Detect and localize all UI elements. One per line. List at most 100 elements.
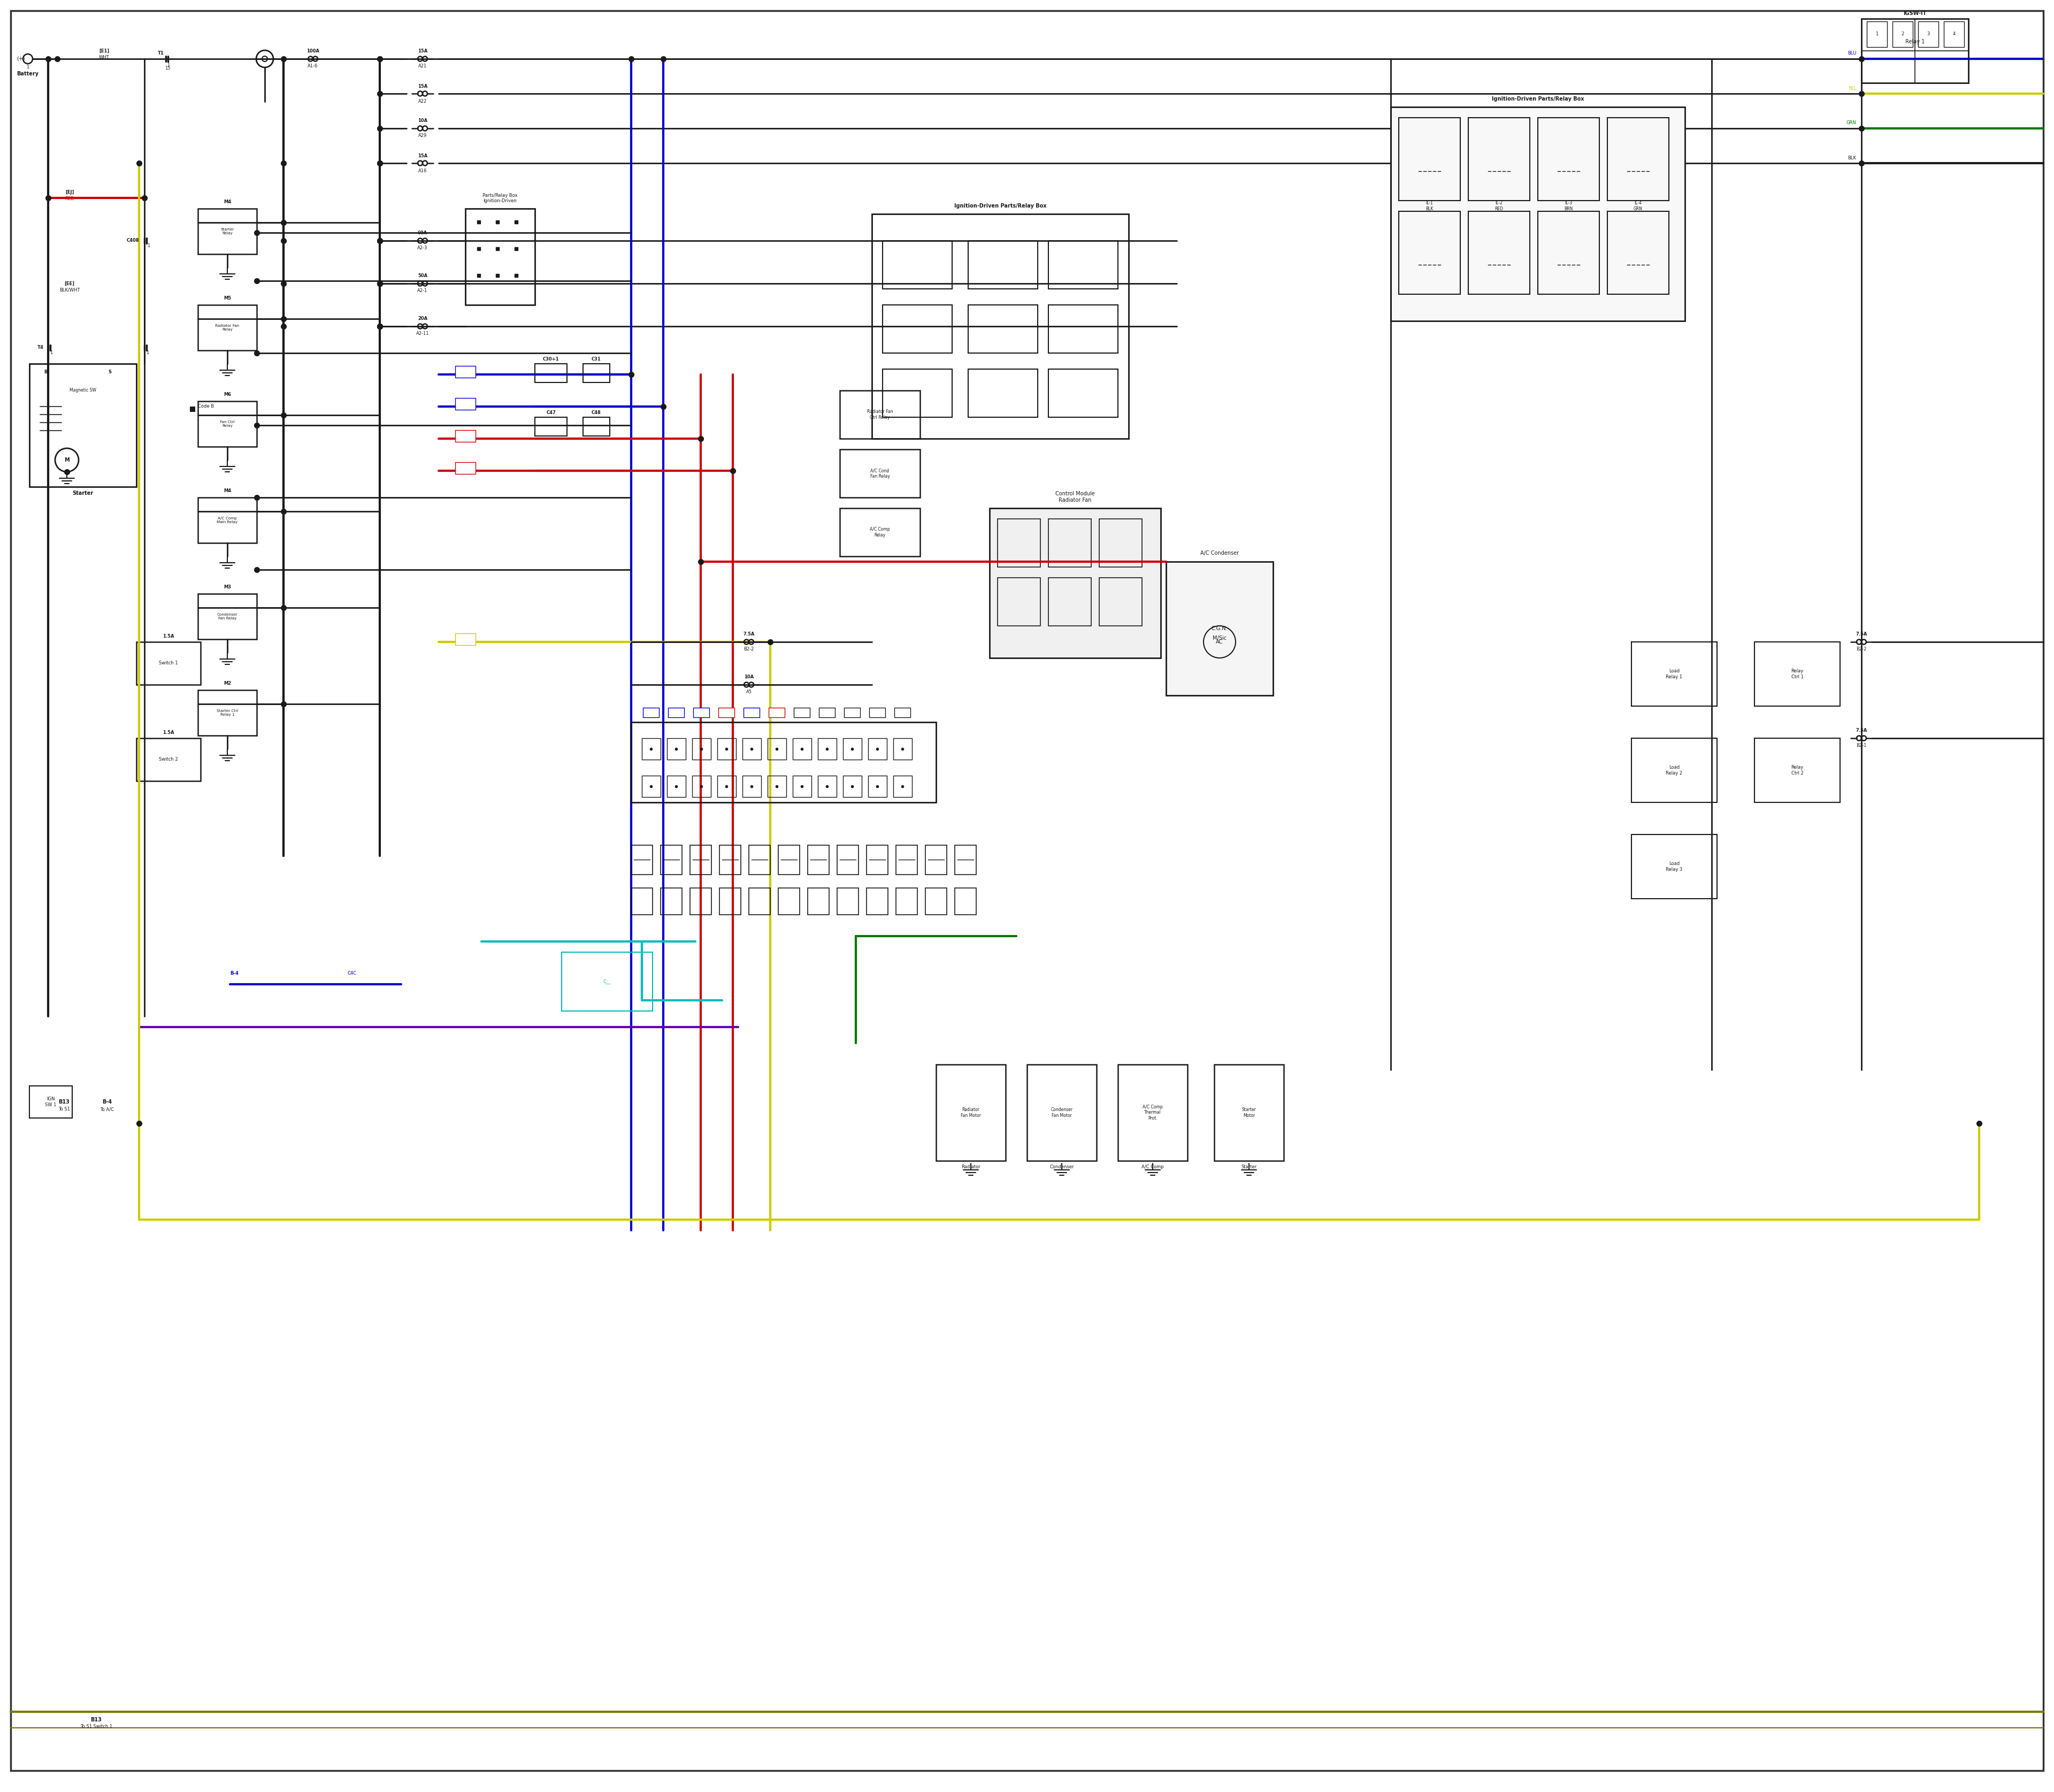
Text: 1: 1	[27, 65, 29, 70]
Bar	[893, 738, 912, 760]
Text: (+): (+)	[16, 56, 25, 61]
Text: C30+1: C30+1	[542, 357, 559, 362]
Bar	[1892, 22, 1912, 47]
Text: C31: C31	[592, 357, 602, 362]
Text: Load
Relay 3: Load Relay 3	[1666, 862, 1682, 871]
Bar	[719, 708, 735, 717]
Bar	[867, 889, 887, 914]
Text: B13: B13	[90, 1717, 103, 1722]
Text: A1-6: A1-6	[308, 65, 318, 68]
Bar	[869, 738, 887, 760]
Bar	[1399, 211, 1460, 294]
Text: IL-2
RED: IL-2 RED	[1495, 201, 1504, 211]
Text: WHT: WHT	[99, 56, 109, 59]
Text: A2-11: A2-11	[417, 332, 429, 337]
Text: M2: M2	[224, 681, 232, 686]
Bar	[793, 708, 809, 717]
Text: 1: 1	[166, 63, 170, 68]
Bar	[871, 213, 1128, 439]
Text: [E1]: [E1]	[99, 48, 109, 54]
Text: 4: 4	[1953, 32, 1955, 36]
Text: 7.5A: 7.5A	[1855, 633, 1867, 636]
Text: YEL: YEL	[1849, 86, 1857, 91]
Bar	[719, 889, 741, 914]
Text: C47: C47	[546, 410, 557, 414]
Text: A/C Comp
Relay: A/C Comp Relay	[869, 527, 889, 538]
Bar	[456, 366, 477, 378]
Text: T1: T1	[158, 50, 164, 56]
Bar	[29, 364, 136, 487]
Text: Radiator: Radiator	[961, 1165, 980, 1170]
Bar	[840, 509, 920, 556]
Bar	[136, 642, 201, 685]
Text: B4: B4	[900, 710, 906, 715]
Text: Starter Ctrl
Relay 1: Starter Ctrl Relay 1	[216, 710, 238, 717]
Text: B4: B4	[723, 710, 729, 715]
Bar	[817, 776, 836, 797]
Bar	[838, 846, 859, 874]
Bar	[768, 738, 787, 760]
Bar	[869, 776, 887, 797]
Text: Fan Ctrl
Relay: Fan Ctrl Relay	[220, 421, 234, 428]
Bar	[896, 889, 918, 914]
Text: 10A: 10A	[417, 118, 427, 124]
Text: IGN
SW 1: IGN SW 1	[45, 1097, 58, 1107]
Bar	[869, 708, 885, 717]
Bar	[1754, 738, 1840, 803]
Bar	[750, 846, 770, 874]
Text: B4: B4	[850, 710, 854, 715]
Text: S: S	[109, 369, 111, 375]
Text: 1: 1	[1875, 32, 1877, 36]
Bar	[631, 846, 653, 874]
Text: 7.5A: 7.5A	[1855, 728, 1867, 733]
Bar	[189, 407, 195, 412]
Text: RED: RED	[66, 197, 74, 201]
Text: 2: 2	[1902, 32, 1904, 36]
Bar	[1631, 642, 1717, 706]
Bar	[29, 1086, 72, 1118]
Bar	[717, 776, 735, 797]
Bar	[955, 889, 976, 914]
Text: Relay
Ctrl 1: Relay Ctrl 1	[1791, 668, 1803, 679]
Bar	[967, 369, 1037, 418]
Bar	[840, 450, 920, 498]
Text: 15: 15	[164, 66, 170, 72]
Bar	[817, 738, 836, 760]
Text: Starter: Starter	[1241, 1165, 1257, 1170]
Text: M/Sic: M/Sic	[1212, 636, 1226, 642]
Text: To S1 Switch 1: To S1 Switch 1	[80, 1724, 113, 1729]
Bar	[844, 708, 861, 717]
Bar	[793, 776, 811, 797]
Text: Radiator Fan
Relay: Radiator Fan Relay	[216, 324, 240, 332]
Text: Relay
Ctrl 2: Relay Ctrl 2	[1791, 765, 1803, 776]
Bar	[955, 846, 976, 874]
Bar	[967, 305, 1037, 353]
Bar	[1167, 561, 1273, 695]
Bar	[1214, 1064, 1284, 1161]
Text: C4C: C4C	[347, 971, 357, 977]
Bar	[466, 208, 534, 305]
Text: B4: B4	[774, 710, 778, 715]
Bar	[1608, 118, 1668, 201]
Bar	[456, 633, 477, 645]
Bar	[840, 391, 920, 439]
Bar	[692, 776, 711, 797]
Bar	[692, 738, 711, 760]
Text: B4: B4	[674, 710, 678, 715]
Text: 10A: 10A	[744, 676, 754, 679]
Bar	[1918, 22, 1939, 47]
Text: BLK/WHT: BLK/WHT	[60, 287, 80, 292]
Bar	[1048, 577, 1091, 625]
Bar	[1048, 520, 1091, 566]
Text: Starter: Starter	[72, 491, 92, 496]
Text: A21: A21	[419, 65, 427, 68]
Bar	[793, 738, 811, 760]
Text: A/C Comp: A/C Comp	[1142, 1165, 1165, 1170]
Bar	[1943, 22, 1964, 47]
Text: B4: B4	[750, 710, 754, 715]
Text: C__: C__	[604, 978, 610, 984]
Bar	[197, 690, 257, 735]
Text: BLU: BLU	[1847, 52, 1857, 56]
Bar	[1608, 211, 1668, 294]
Text: B2-1: B2-1	[1857, 744, 1867, 747]
